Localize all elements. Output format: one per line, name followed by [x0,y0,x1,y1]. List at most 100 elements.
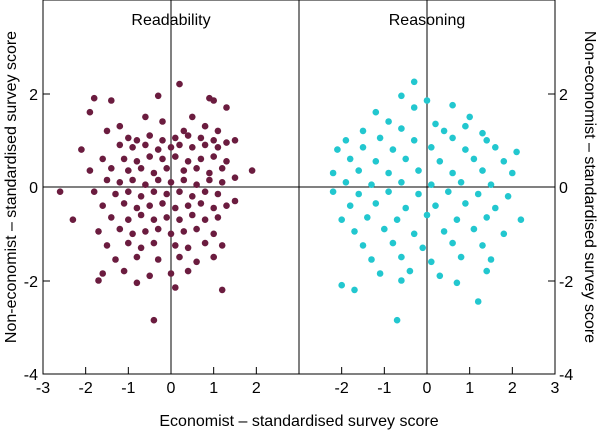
scatter-point [462,200,469,207]
scatter-point [483,137,491,144]
panel-readability-points [56,80,256,324]
scatter-point [214,127,222,135]
x-tick-label: 3 [551,380,560,397]
scatter-point [120,155,128,163]
scatter-point [376,270,384,277]
scatter-point [129,144,136,151]
scatter-point [210,253,217,261]
scatter-point [176,80,183,88]
scatter-point [428,258,435,266]
scatter-point [201,141,209,149]
scatter-point [176,253,183,261]
scatter-point [462,146,469,153]
scatter-point [189,113,196,121]
scatter-point [125,188,132,195]
scatter-point [513,148,520,156]
scatter-point [167,179,175,186]
scatter-point [193,181,200,188]
scatter-point [457,253,465,261]
scatter-point [410,137,418,144]
scatter-point [329,169,337,177]
scatter-point [492,144,499,151]
x-tick-label: 2 [252,380,261,397]
scatter-point [172,284,179,291]
scatter-point [231,197,239,205]
x-tick-label: -2 [79,380,93,397]
scatter-point [248,167,256,174]
y-tick-label: -4 [559,367,573,384]
scatter-point [223,158,230,165]
scatter-point [231,174,239,181]
scatter-point [146,202,153,209]
scatter-point [474,298,482,305]
scatter-point [359,127,367,135]
scatter-point [355,190,363,198]
scatter-point [163,214,170,221]
scatter-point [86,108,94,116]
scatter-point [201,239,209,247]
scatter-point [338,216,346,223]
scatter-point [108,165,115,172]
scatter-point [372,158,380,165]
scatter-point [201,216,209,223]
scatter-point [167,230,175,238]
scatter-point [214,144,222,151]
scatter-point [129,176,136,184]
scatter-point [142,141,149,149]
panel-reasoning: Reasoning [298,0,556,375]
scatter-point [197,134,205,142]
scatter-point [189,144,196,151]
scatter-point [479,129,486,137]
scatter-point [125,239,132,247]
scatter-point [329,188,337,195]
scatter-point [116,141,124,149]
panel-reasoning-title: Reasoning [389,12,466,29]
scatter-point [159,155,166,163]
scatter-point [517,216,525,223]
scatter-point [342,137,350,144]
scatter-point [393,316,401,324]
scatter-point [120,200,128,207]
scatter-point [116,179,124,186]
scatter-point [125,167,132,174]
scatter-point [368,181,375,188]
scatter-point [189,193,196,200]
scatter-point [154,225,162,233]
scatter-point [99,270,106,277]
y-ticks-left: 2 0 -2 -4 [24,87,50,384]
scatter-point [180,127,188,135]
scatter-point [346,155,354,163]
scatter-point [154,256,162,263]
x-tick-label: -2 [335,380,349,397]
scatter-point [201,188,209,195]
scatter-point [428,181,435,188]
scatter-point [184,202,192,209]
scatter-point [334,146,341,153]
x-tick-label: 2 [508,380,517,397]
y-ticks-right: 2 0 -2 -4 [548,87,573,384]
scatter-point [385,118,392,125]
scatter-point [419,244,427,252]
scatter-point [402,204,410,212]
scatter-point [218,286,226,294]
scatter-point [376,134,384,142]
scatter-point [90,188,98,195]
scatter-point [137,165,145,172]
scatter-point [176,141,183,149]
scatter-point [218,165,226,172]
scatter-point [90,94,98,102]
y-tick-label: 0 [559,180,568,197]
scatter-point [159,200,166,207]
scatter-point [440,127,448,135]
y-axis-label-right: Non-economist – standardised survey scor… [581,31,598,343]
scatter-point [154,176,162,184]
scatter-point [154,92,162,100]
scatter-point [449,101,456,109]
scatter-point [359,144,367,151]
y-tick-label: 0 [29,180,38,197]
scatter-point [342,179,350,186]
scatter-point [389,239,397,247]
scatter-point [193,258,200,266]
scatter-point [504,193,512,200]
scatter-point [99,155,106,163]
